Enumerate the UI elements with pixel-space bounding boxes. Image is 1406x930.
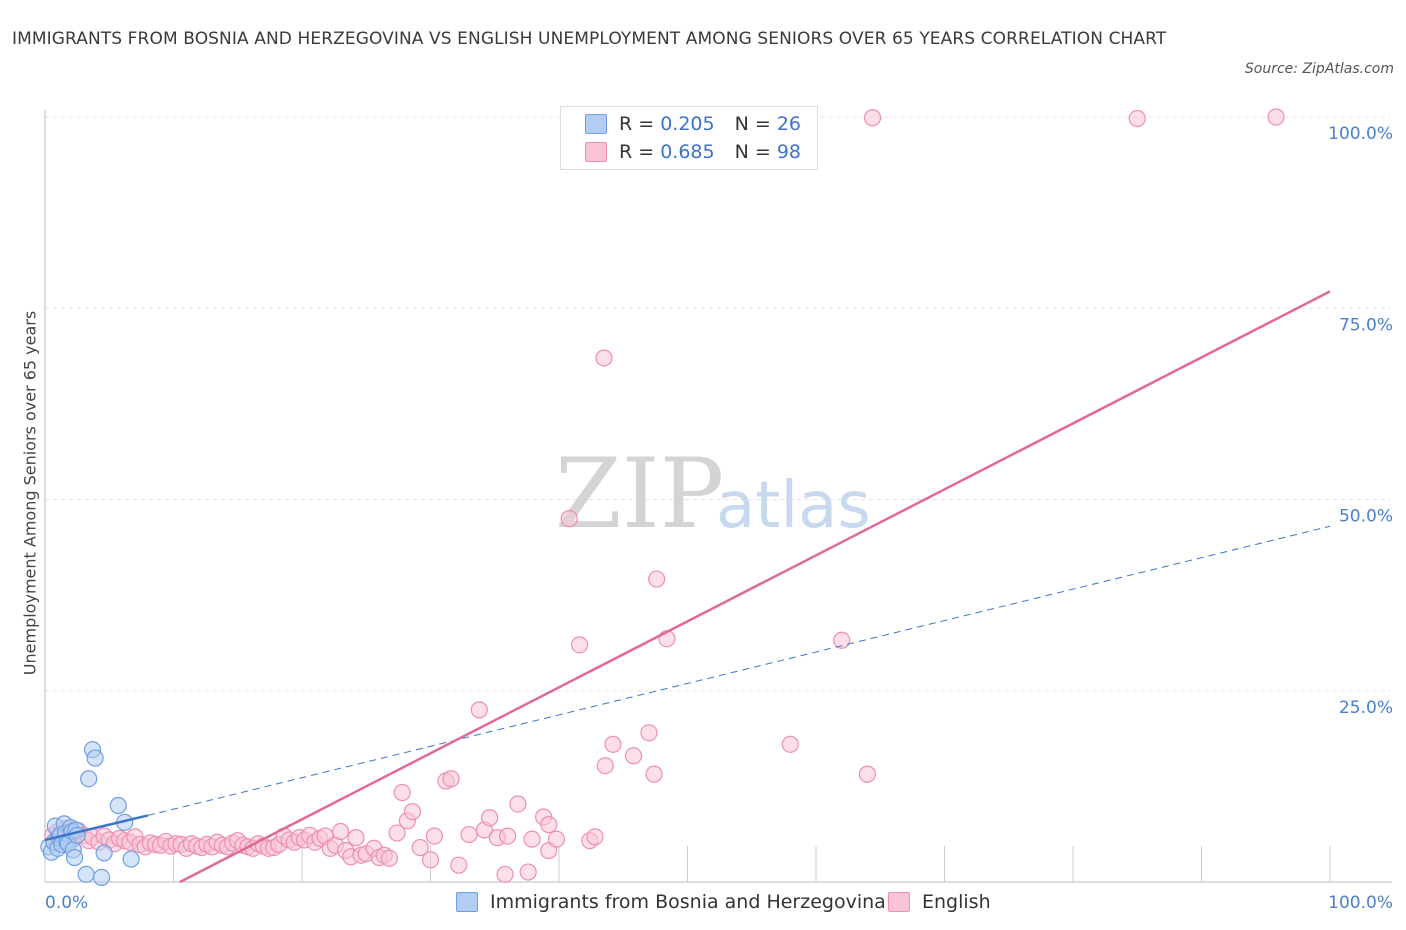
english-point-75 xyxy=(442,770,460,788)
english-point-82 xyxy=(496,865,514,883)
y-tick-labels: 25.0% 50.0% 75.0% 100.0% xyxy=(1328,124,1393,718)
legend-row-pink: R = 0.685 N = 98 xyxy=(585,140,801,164)
legend-swatch-blue xyxy=(585,114,607,134)
english-point-96 xyxy=(596,757,614,775)
source-note: Source: ZipAtlas.com xyxy=(1244,61,1394,77)
y-tick-label-1: 50.0% xyxy=(1339,507,1393,527)
english-point-71 xyxy=(411,838,429,857)
bosnia-point-19 xyxy=(80,770,98,788)
english-point-66 xyxy=(380,849,398,867)
english-point-101 xyxy=(648,570,666,588)
x-tick-label-max: 100.0% xyxy=(1328,893,1393,913)
english-point-99 xyxy=(640,724,658,742)
chart-title: IMMIGRANTS FROM BOSNIA AND HERZEGOVINA V… xyxy=(12,29,1167,49)
english-point-70 xyxy=(403,803,422,821)
bottom-legend-label-blue: Immigrants from Bosnia and Herzegovina xyxy=(490,891,886,913)
english-point-83 xyxy=(499,827,517,845)
legend-pink-r-value: 0.685 xyxy=(660,141,715,163)
bosnia-point-18 xyxy=(77,865,95,883)
english-point-57 xyxy=(331,822,350,841)
legend-pink-n-label: N = xyxy=(734,141,777,163)
english-point-107 xyxy=(833,631,851,649)
bottom-legend-pink: English xyxy=(888,889,991,915)
english-point-86 xyxy=(523,830,541,848)
english-point-108 xyxy=(863,109,882,127)
english-point-98 xyxy=(624,747,643,765)
bosnia-point-21 xyxy=(86,749,104,767)
y-tick-label-0: 25.0% xyxy=(1339,698,1393,718)
legend-swatch-pink xyxy=(585,142,607,162)
english-point-78 xyxy=(470,701,488,719)
english-point-67 xyxy=(388,824,406,842)
watermark-zip: ZIP xyxy=(555,438,724,550)
legend-blue-n-value: 26 xyxy=(776,113,802,135)
english-point-68 xyxy=(393,783,411,802)
english-point-110 xyxy=(1267,108,1285,126)
english-trend-line xyxy=(179,290,1331,884)
trend-lines xyxy=(44,290,1331,884)
english-point-109 xyxy=(1128,109,1146,128)
y-tick-label-3: 100.0% xyxy=(1328,124,1393,144)
english-point-100 xyxy=(645,765,663,783)
bosnia-point-22 xyxy=(92,868,111,887)
correlation-legend: R = 0.205 N = 26 R = 0.685 N = 98 xyxy=(560,106,818,170)
english-point-77 xyxy=(460,825,478,844)
blue-points xyxy=(40,741,140,887)
bottom-legend-label-pink: English xyxy=(922,891,991,913)
english-point-92 xyxy=(570,636,589,654)
english-point-60 xyxy=(347,829,365,847)
bosnia-point-15 xyxy=(65,848,84,867)
legend-blue-r-label: R = xyxy=(619,113,661,135)
english-point-97 xyxy=(604,735,622,753)
legend-row-blue: R = 0.205 N = 26 xyxy=(585,112,801,136)
english-point-76 xyxy=(450,856,468,874)
watermark-atlas: atlas xyxy=(716,469,871,543)
watermark: ZIP atlas xyxy=(555,438,871,550)
bosnia-point-23 xyxy=(95,844,113,862)
bottom-legend-swatch-blue xyxy=(456,892,478,912)
english-point-85 xyxy=(519,863,537,881)
gridlines xyxy=(45,116,1390,692)
bosnia-point-24 xyxy=(109,796,127,815)
english-point-90 xyxy=(547,830,566,848)
english-point-106 xyxy=(858,765,877,783)
bottom-legend-blue: Immigrants from Bosnia and Herzegovina xyxy=(456,889,886,915)
x-tick-label-min: 0.0% xyxy=(45,893,88,913)
english-point-94 xyxy=(586,828,604,846)
legend-pink-r-label: R = xyxy=(619,141,661,163)
english-point-72 xyxy=(421,851,440,869)
legend-blue-n-label: N = xyxy=(734,113,777,135)
english-point-84 xyxy=(509,795,527,813)
english-point-95 xyxy=(595,349,613,367)
english-point-80 xyxy=(481,809,499,827)
english-point-105 xyxy=(781,735,799,753)
legend-blue-r-value: 0.205 xyxy=(660,113,715,135)
x-tick-labels: 0.0% 100.0% xyxy=(45,893,1393,913)
bottom-legend-swatch-pink xyxy=(888,892,910,912)
bosnia-trend-solid xyxy=(44,814,149,842)
bosnia-trend-dashed xyxy=(147,525,1331,816)
legend-pink-n-value: 98 xyxy=(776,141,802,163)
english-point-91 xyxy=(560,510,578,528)
english-point-73 xyxy=(425,827,443,845)
english-point-89 xyxy=(540,816,558,834)
pink-points xyxy=(44,108,1285,883)
y-tick-label-2: 75.0% xyxy=(1339,315,1393,335)
bosnia-point-26 xyxy=(122,850,140,868)
